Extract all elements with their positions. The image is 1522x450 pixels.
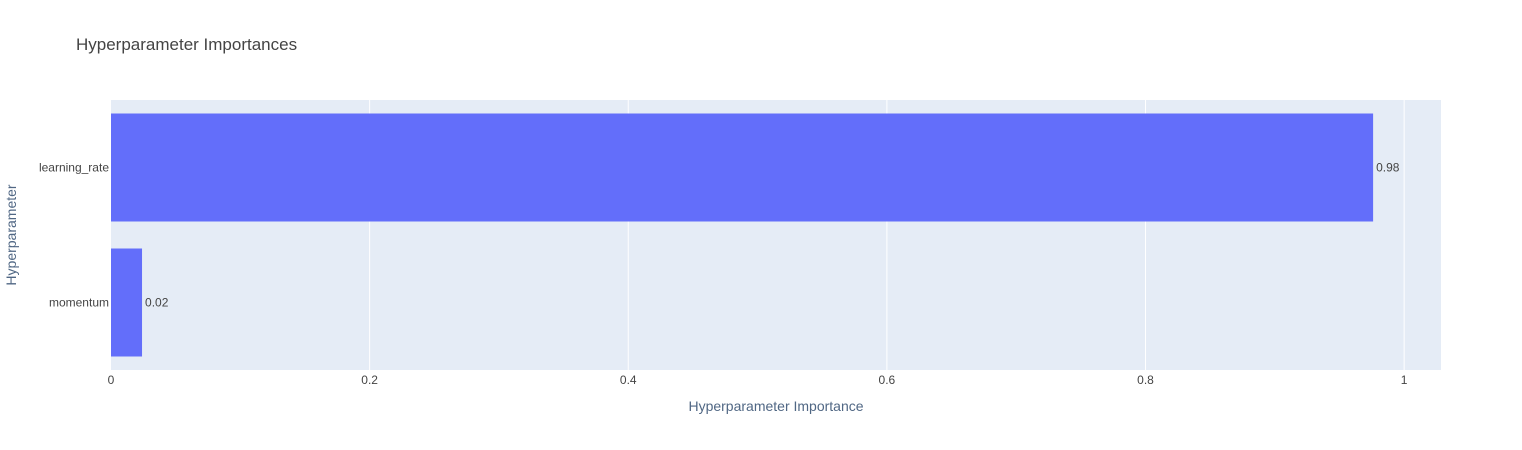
x-tick-label: 1 xyxy=(1401,373,1408,387)
x-axis-title: Hyperparameter Importance xyxy=(688,398,863,414)
x-tick-label: 0.4 xyxy=(620,373,637,387)
bar-learning-rate xyxy=(111,113,1374,222)
x-tick-label: 0.6 xyxy=(879,373,896,387)
bar-momentum xyxy=(111,248,143,357)
bars: 0.98 0.02 xyxy=(111,113,1400,357)
x-axis-ticks: 0 0.2 0.4 0.6 0.8 1 xyxy=(108,373,1408,387)
bar-value-label: 0.02 xyxy=(145,296,169,310)
y-axis-ticks: learning_rate momentum xyxy=(39,161,109,310)
x-tick-label: 0.2 xyxy=(361,373,378,387)
y-axis-title: Hyperparameter xyxy=(3,184,19,285)
chart-title: Hyperparameter Importances xyxy=(76,35,297,54)
bar-value-label: 0.98 xyxy=(1376,161,1400,175)
y-tick-label: momentum xyxy=(49,296,109,310)
x-tick-label: 0.8 xyxy=(1137,373,1154,387)
x-tick-label: 0 xyxy=(108,373,115,387)
y-tick-label: learning_rate xyxy=(39,161,109,175)
